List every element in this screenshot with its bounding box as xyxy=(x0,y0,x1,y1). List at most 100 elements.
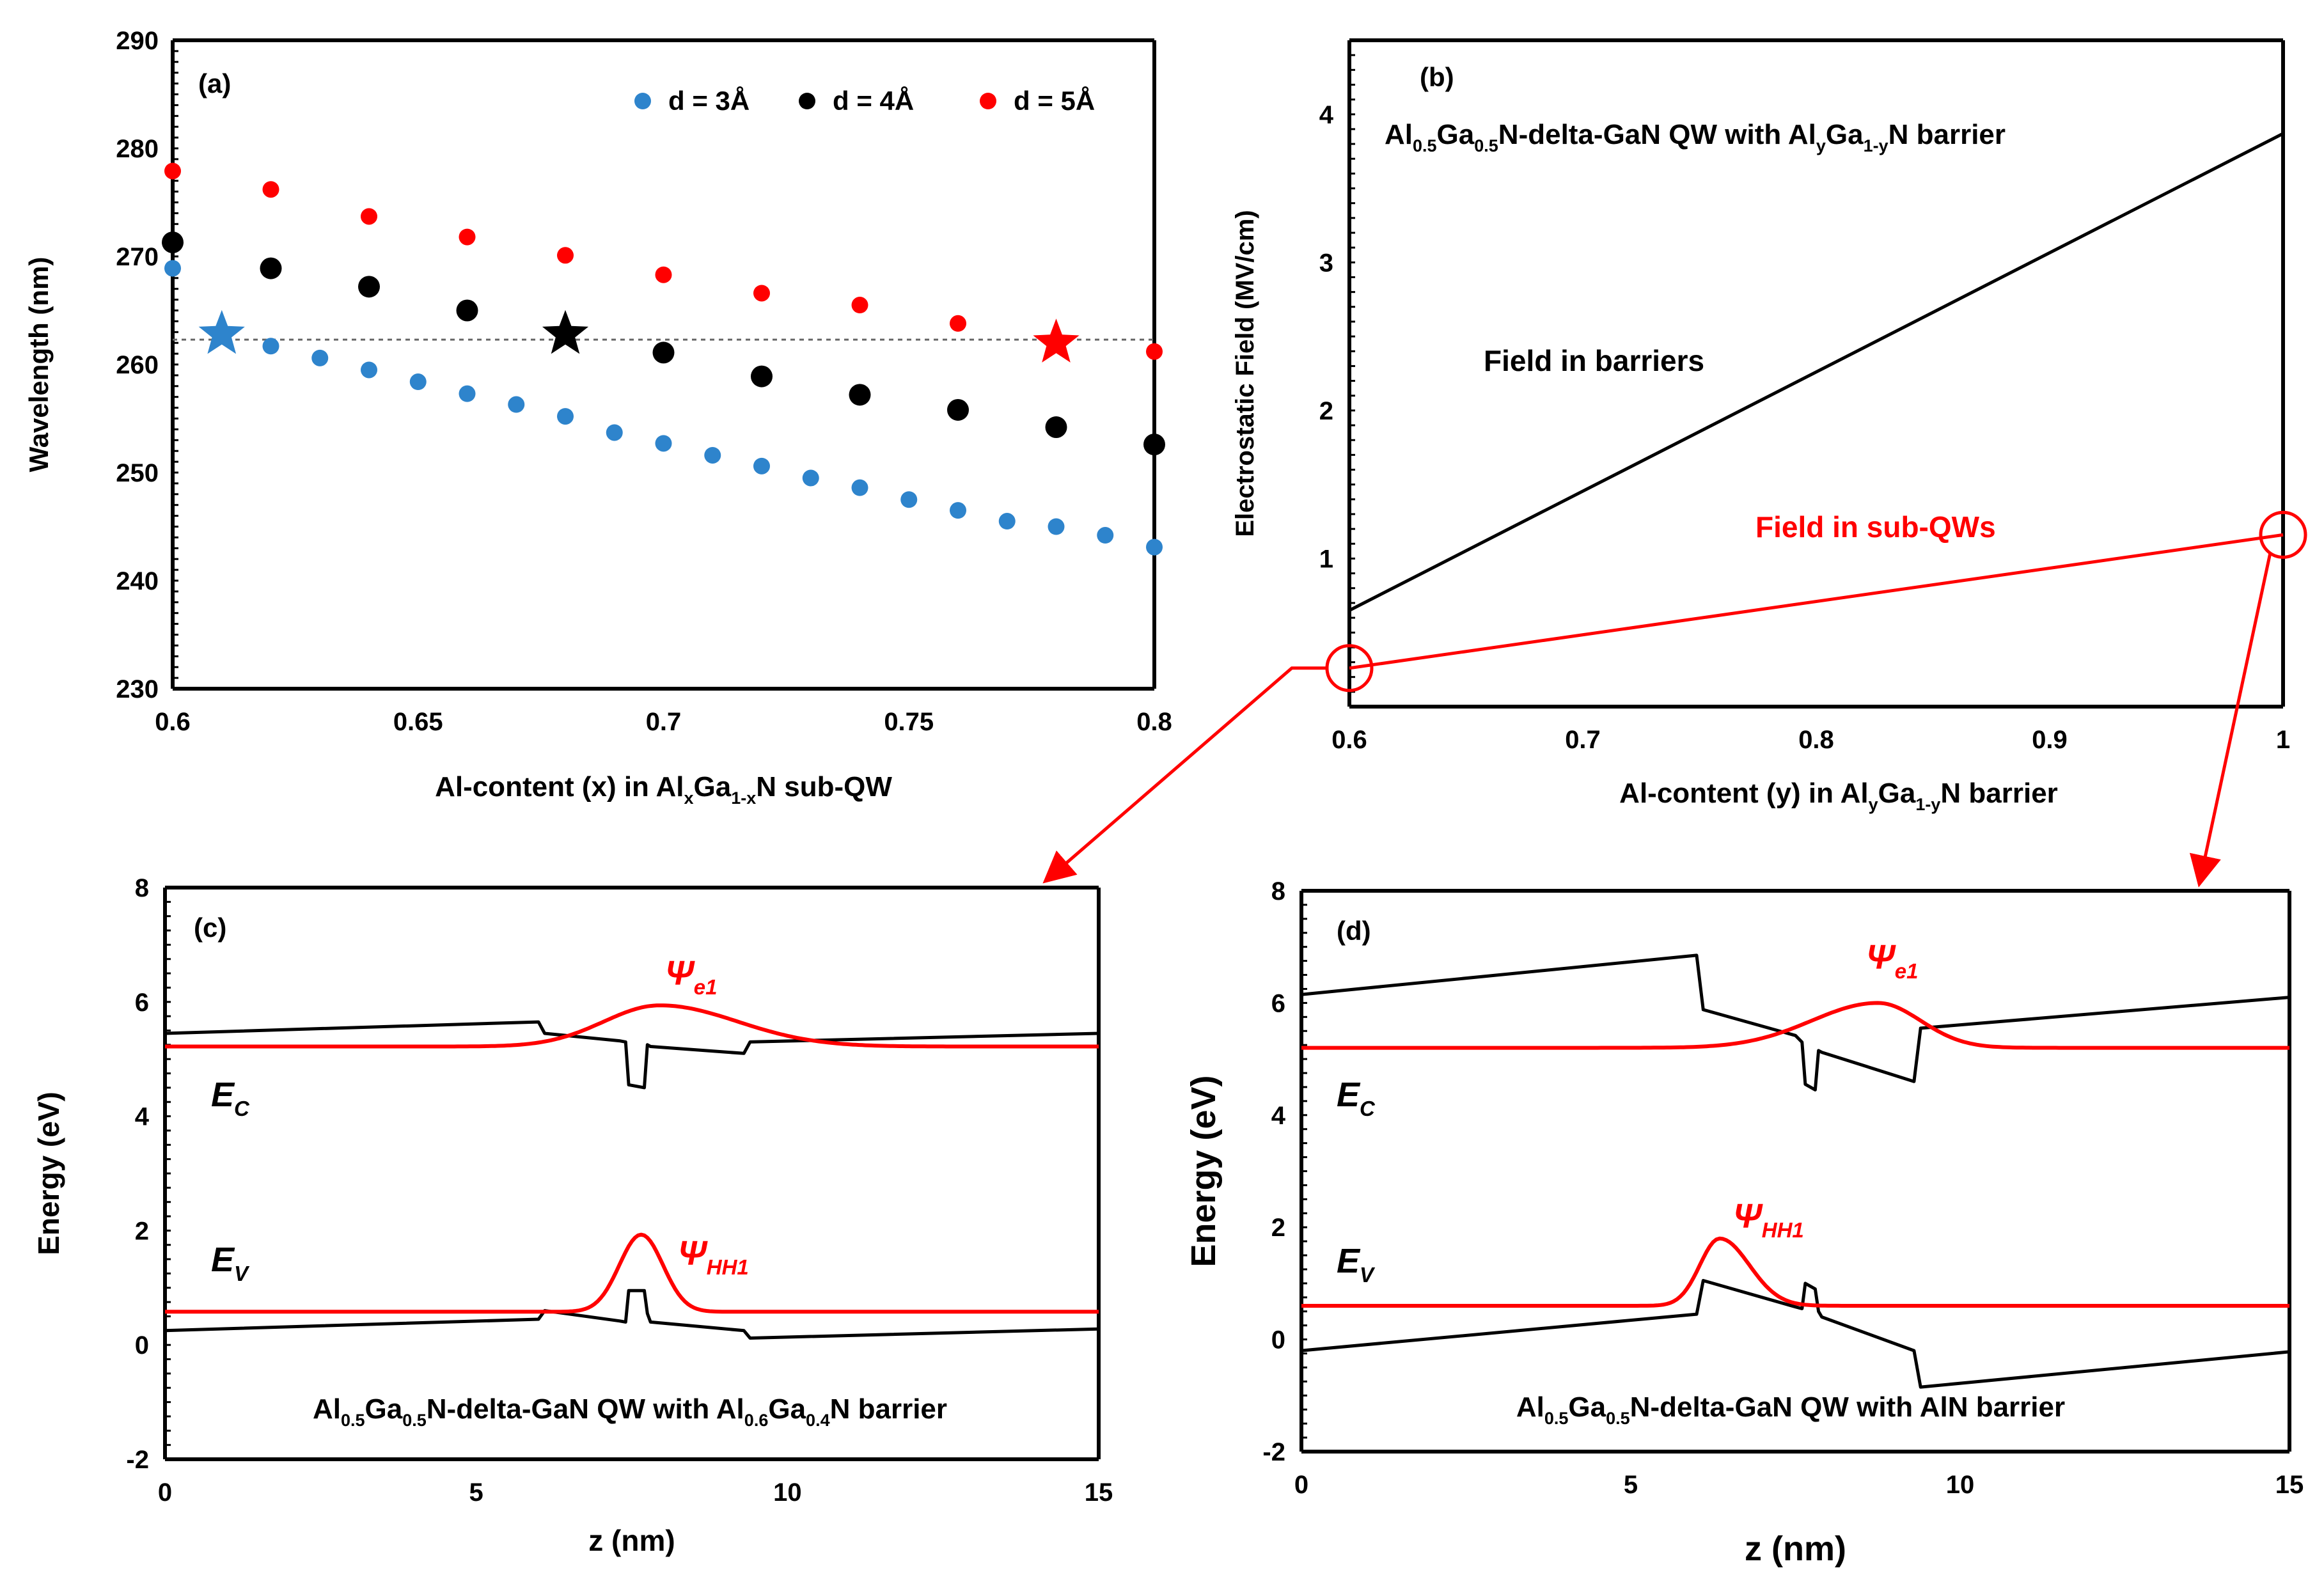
panel-a-point xyxy=(753,285,770,302)
panel-a-point xyxy=(409,373,427,391)
panel-a-y-tick-label: 250 xyxy=(116,459,159,487)
panel-c-band-Ev xyxy=(164,1289,1099,1340)
panel-a-point xyxy=(1143,434,1165,456)
panel-d-band-Ec xyxy=(1301,953,2290,1092)
panel-d-x-tick-label: 15 xyxy=(2275,1471,2304,1499)
panel-d-wavefunction-psi_HH1 xyxy=(1301,1236,2289,1308)
panel-a-point xyxy=(361,208,377,225)
panel-b-y-tick-label: 3 xyxy=(1319,249,1333,277)
panel-d-y-tick-label: 2 xyxy=(1271,1214,1285,1242)
connector-arrow-to-c xyxy=(1042,666,1327,884)
panel-a-point xyxy=(508,396,525,413)
panel-c-y-tick-label: 0 xyxy=(135,1331,149,1360)
panel-d-ec-label: EC xyxy=(1337,1076,1376,1120)
panel-a-x-axis-title-part: 1-x xyxy=(731,788,756,808)
panel-a-y-tick-label: 230 xyxy=(116,675,159,703)
panel-c-ec-label-part: E xyxy=(211,1076,235,1114)
panel-c-y-tick-label: 8 xyxy=(135,874,149,902)
panel-c-x-tick-label: 0 xyxy=(158,1478,172,1507)
panel-a-point xyxy=(311,349,329,366)
panel-a-y-tick-label: 290 xyxy=(116,27,159,55)
panel-c-caption-part: 0.6 xyxy=(744,1411,769,1430)
panel-a-point xyxy=(456,299,478,322)
panel-a-point xyxy=(947,398,969,421)
panel-a-point xyxy=(851,297,868,314)
panel-d-psi-hh1-label-part: Ψ xyxy=(1733,1197,1763,1235)
panel-c-wavefunction-psi_HH1 xyxy=(165,1232,1099,1314)
panel-b-x-tick-label: 0.9 xyxy=(2032,726,2068,754)
panel-a-point xyxy=(802,469,819,487)
panel-b-title-part: 1-y xyxy=(1864,136,1888,155)
panel-a-point xyxy=(459,385,476,402)
panel-b-x-axis-title-part: 1-y xyxy=(1915,795,1940,814)
panel-b-title-part: Al xyxy=(1385,119,1413,150)
panel-b-title-part: Ga xyxy=(1826,119,1864,150)
panel-a-point xyxy=(753,457,770,474)
panel-a-y-tick-label: 270 xyxy=(116,243,159,271)
panel-d-x-axis-title: z (nm) xyxy=(1745,1530,1846,1568)
panel-c-caption-part: Ga xyxy=(768,1393,806,1425)
panel-c-band-Ec xyxy=(164,1020,1099,1090)
panel-c-psi-hh1-label-part: HH1 xyxy=(707,1255,749,1279)
panel-a-x-axis-title-part: x xyxy=(684,788,694,808)
panel-a-y-tick-label: 240 xyxy=(116,567,159,595)
panel-b-title-part: 0.5 xyxy=(1474,136,1498,155)
panel-c-y-axis-title: Energy (eV) xyxy=(32,1092,65,1255)
panel-d-x-tick-label: 0 xyxy=(1294,1471,1308,1499)
panel-a-point xyxy=(164,260,181,277)
panel-b-x-axis-title-part: y xyxy=(1869,795,1878,814)
panel-b-x-axis-title-part: N barrier xyxy=(1940,778,2057,809)
panel-a-point xyxy=(950,315,966,332)
panel-b-x-tick-label: 0.8 xyxy=(1798,726,1834,754)
panel-a-star xyxy=(542,310,589,354)
panel-a-point xyxy=(751,365,773,388)
panel-b-subqw-field-label: Field in sub-QWs xyxy=(1755,510,1996,544)
panel-c-label: (c) xyxy=(194,913,226,943)
panel-b-y-tick-label: 1 xyxy=(1319,545,1333,573)
panel-d-caption-part: Al xyxy=(1516,1391,1544,1423)
panel-b-y-tick-label: 2 xyxy=(1319,397,1333,425)
panel-d-ev-label-part: V xyxy=(1360,1263,1376,1287)
panel-c-psi-e1-label: Ψe1 xyxy=(665,954,717,999)
panel-a-legend-marker xyxy=(634,93,651,109)
panel-d-y-axis-title: Energy (eV) xyxy=(1184,1075,1223,1267)
panel-a-x-axis-title-part: N sub-QW xyxy=(756,771,892,803)
panel-a-legend-label: d = 4Å xyxy=(833,86,914,116)
panel-b-title-part: N barrier xyxy=(1888,119,2006,150)
panel-c-caption-part: N barrier xyxy=(830,1393,947,1425)
panel-d-label: (d) xyxy=(1337,916,1371,946)
connector-arrow-to-d xyxy=(2189,552,2272,888)
panel-d-y-tick-label: -2 xyxy=(1262,1438,1285,1466)
panel-c-caption-part: 0.5 xyxy=(341,1411,365,1430)
panel-d-x-tick-label: 5 xyxy=(1624,1471,1638,1499)
panel-c-caption: Al0.5Ga0.5N-delta-GaN QW with Al0.6Ga0.4… xyxy=(313,1393,947,1430)
panel-d-y-tick-label: 6 xyxy=(1271,989,1285,1017)
panel-d-y-tick-label: 4 xyxy=(1271,1102,1286,1130)
panel-c-x-axis-title: z (nm) xyxy=(588,1524,675,1557)
panel-a-point xyxy=(1048,518,1065,535)
panel-a-x-tick-label: 0.8 xyxy=(1136,708,1172,736)
panel-d-psi-e1-label: Ψe1 xyxy=(1866,938,1918,983)
panel-c-psi-hh1-label: ΨHH1 xyxy=(678,1234,749,1279)
panel-a-star xyxy=(198,310,245,354)
panel-b-title-part: 0.5 xyxy=(1413,136,1437,155)
panel-b-y-axis-title: Electrostatic Field (MV/cm) xyxy=(1231,210,1259,537)
panel-c-psi-e1-label-part: e1 xyxy=(694,975,718,999)
panel-b-x-tick-label: 0.7 xyxy=(1565,726,1601,754)
panel-b-y-tick-label: 4 xyxy=(1319,101,1334,129)
panel-c-caption-part: Ga xyxy=(365,1393,403,1425)
panel-a-star xyxy=(1033,318,1080,363)
panel-d-caption-part: 0.5 xyxy=(1606,1409,1630,1428)
panel-a-point xyxy=(1146,343,1163,360)
panel-a-x-axis-title: Al-content (x) in AlxGa1-xN sub-QW xyxy=(435,771,892,808)
panel-b-label: (b) xyxy=(1420,62,1454,92)
panel-a-point xyxy=(851,479,868,496)
panel-a-x-tick-label: 0.7 xyxy=(646,708,682,736)
panel-a-x-tick-label: 0.6 xyxy=(155,708,191,736)
panel-a-legend-marker xyxy=(980,93,996,109)
panel-c-psi-e1-label-part: Ψ xyxy=(665,954,695,992)
panel-c-ev-label-part: V xyxy=(234,1262,250,1285)
panel-d-wavefunction-psi_e1 xyxy=(1301,1001,2289,1050)
panel-d-x-tick-label: 10 xyxy=(1946,1471,1975,1499)
